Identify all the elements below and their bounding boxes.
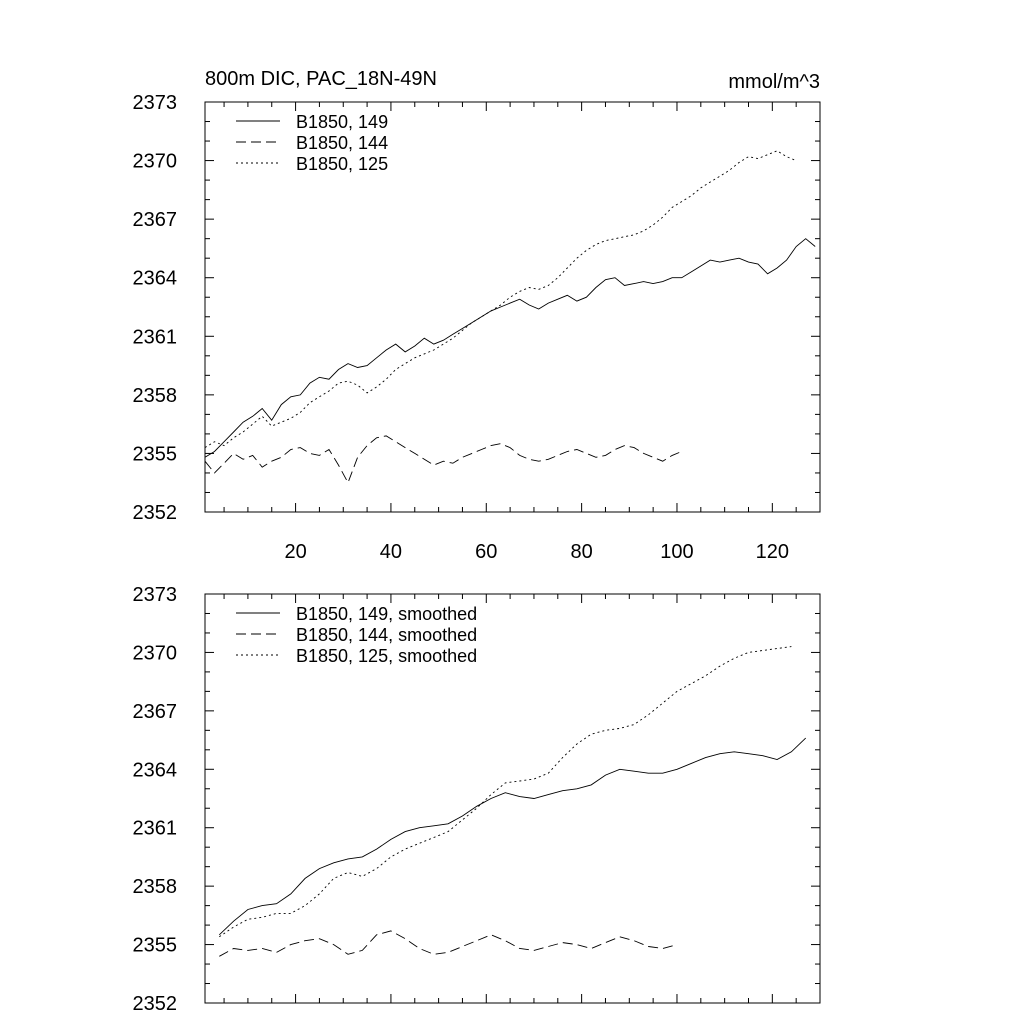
series-line-3 (204, 150, 797, 448)
legend-label-2: B1850, 144, smoothed (296, 625, 477, 645)
series-line-3 (219, 646, 792, 938)
plot-frame (204, 101, 821, 513)
y-tick-label: 2367 (133, 209, 178, 231)
chart-panel-2: 2352 2355 2358 2361 2364 2367 2370 2373 B1850, 1… (133, 584, 821, 1015)
y-tick-label: 2364 (133, 268, 178, 290)
y-tick-label: 2367 (133, 701, 178, 723)
y-tick-label: 2352 (133, 993, 178, 1015)
series-line-2 (204, 435, 682, 484)
y-tick-label: 2373 (133, 92, 178, 114)
y-tick-label: 2355 (133, 443, 178, 465)
y-tick-label: 2358 (133, 876, 178, 898)
chart-title: 800m DIC, PAC_18N-49N (205, 68, 437, 90)
legend-label-2: B1850, 144 (296, 133, 388, 153)
plot-frame (204, 593, 821, 1004)
legend-label-3: B1850, 125 (296, 154, 388, 174)
legend-label-3: B1850, 125, smoothed (296, 646, 477, 666)
y-tick-label: 2370 (133, 642, 178, 664)
y-tick-label: 2361 (133, 326, 178, 348)
x-tick-label: 40 (380, 541, 402, 563)
x-tick-label: 20 (284, 541, 306, 563)
y-tick-label: 2370 (133, 151, 178, 173)
series-line-2 (219, 930, 678, 957)
y-tick-label: 2364 (133, 759, 178, 781)
y-tick-label: 2358 (133, 385, 178, 407)
x-tick-label: 80 (571, 541, 593, 563)
chart-panel-1: 2352 2355 2358 2361 2364 2367 2370 2373 20 40 60 80… (133, 68, 821, 563)
y-tick-label: 2361 (133, 818, 178, 840)
legend-label-1: B1850, 149 (296, 112, 388, 132)
y-tick-label: 2352 (133, 502, 178, 524)
y-tick-label: 2373 (133, 584, 178, 606)
x-tick-label: 60 (475, 541, 497, 563)
series-line-1 (204, 238, 816, 458)
legend-label-1: B1850, 149, smoothed (296, 604, 477, 624)
y-tick-label: 2355 (133, 935, 178, 957)
x-tick-label: 120 (756, 541, 789, 563)
x-tick-label: 100 (660, 541, 693, 563)
units-label: mmol/m^3 (728, 71, 820, 93)
series-line-1 (218, 737, 807, 936)
